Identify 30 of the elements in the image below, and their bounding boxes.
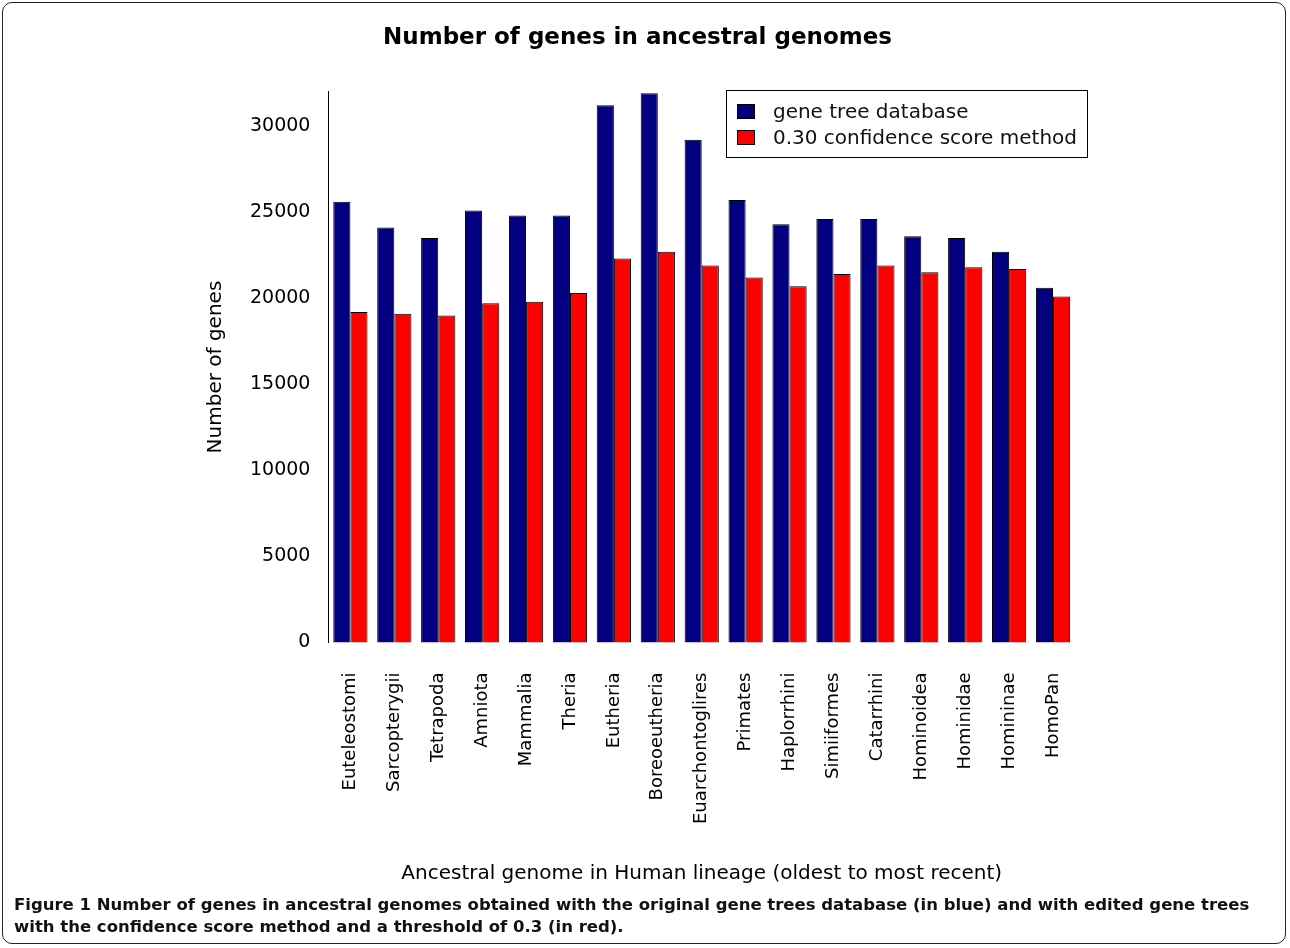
x-axis-title: Ancestral genome in Human lineage (oldest to most recent) bbox=[401, 860, 1003, 885]
x-tick-label: Mammalia bbox=[513, 672, 535, 767]
x-tick-label: Sarcopterygii bbox=[381, 672, 403, 792]
x-tick-label: Euarchontoglires bbox=[689, 672, 711, 824]
x-tick-label: Primates bbox=[733, 672, 755, 752]
x-tick-label: Haplorrhini bbox=[777, 672, 799, 772]
x-tick-label: Amniota bbox=[469, 672, 491, 748]
y-tick-label: 30000 bbox=[249, 112, 311, 135]
x-tick-label: Homininae bbox=[996, 672, 1018, 770]
y-tick-label: 15000 bbox=[249, 371, 311, 394]
x-tick-label: Hominoidea bbox=[908, 672, 930, 781]
y-tick-label: 0 bbox=[298, 629, 311, 652]
x-tick-label: HomoPan bbox=[1040, 672, 1062, 759]
legend-label: 0.30 confidence score method bbox=[772, 125, 1077, 149]
x-tick-label: Simiiformes bbox=[821, 672, 843, 779]
x-tick-label: Theria bbox=[557, 672, 579, 731]
y-tick-label: 5000 bbox=[262, 543, 311, 566]
y-tick-label: 20000 bbox=[249, 285, 311, 308]
y-tick-label: 10000 bbox=[249, 457, 311, 480]
legend-label: gene tree database bbox=[772, 99, 969, 123]
x-tick-label: Hominidae bbox=[952, 672, 974, 770]
x-tick-label: Catarrhini bbox=[865, 672, 887, 762]
y-tick-label: 25000 bbox=[249, 199, 311, 222]
x-tick-label: Eutheria bbox=[601, 672, 623, 749]
chart-title: Number of genes in ancestral genomes bbox=[383, 22, 892, 49]
caption: Figure 1 Number of genes in ancestral genomes obtained with the original gene trees database (in blue) and with edited gene trees with the confidence score method and a threshold of 0.3 (in red). bbox=[14, 894, 1251, 938]
x-tick-label: Tetrapoda bbox=[425, 672, 447, 763]
x-tick-label: Euteleostomi bbox=[338, 672, 360, 791]
y-axis-title: Number of genes bbox=[202, 280, 227, 454]
x-tick-label: Boreoeutheria bbox=[645, 672, 667, 801]
